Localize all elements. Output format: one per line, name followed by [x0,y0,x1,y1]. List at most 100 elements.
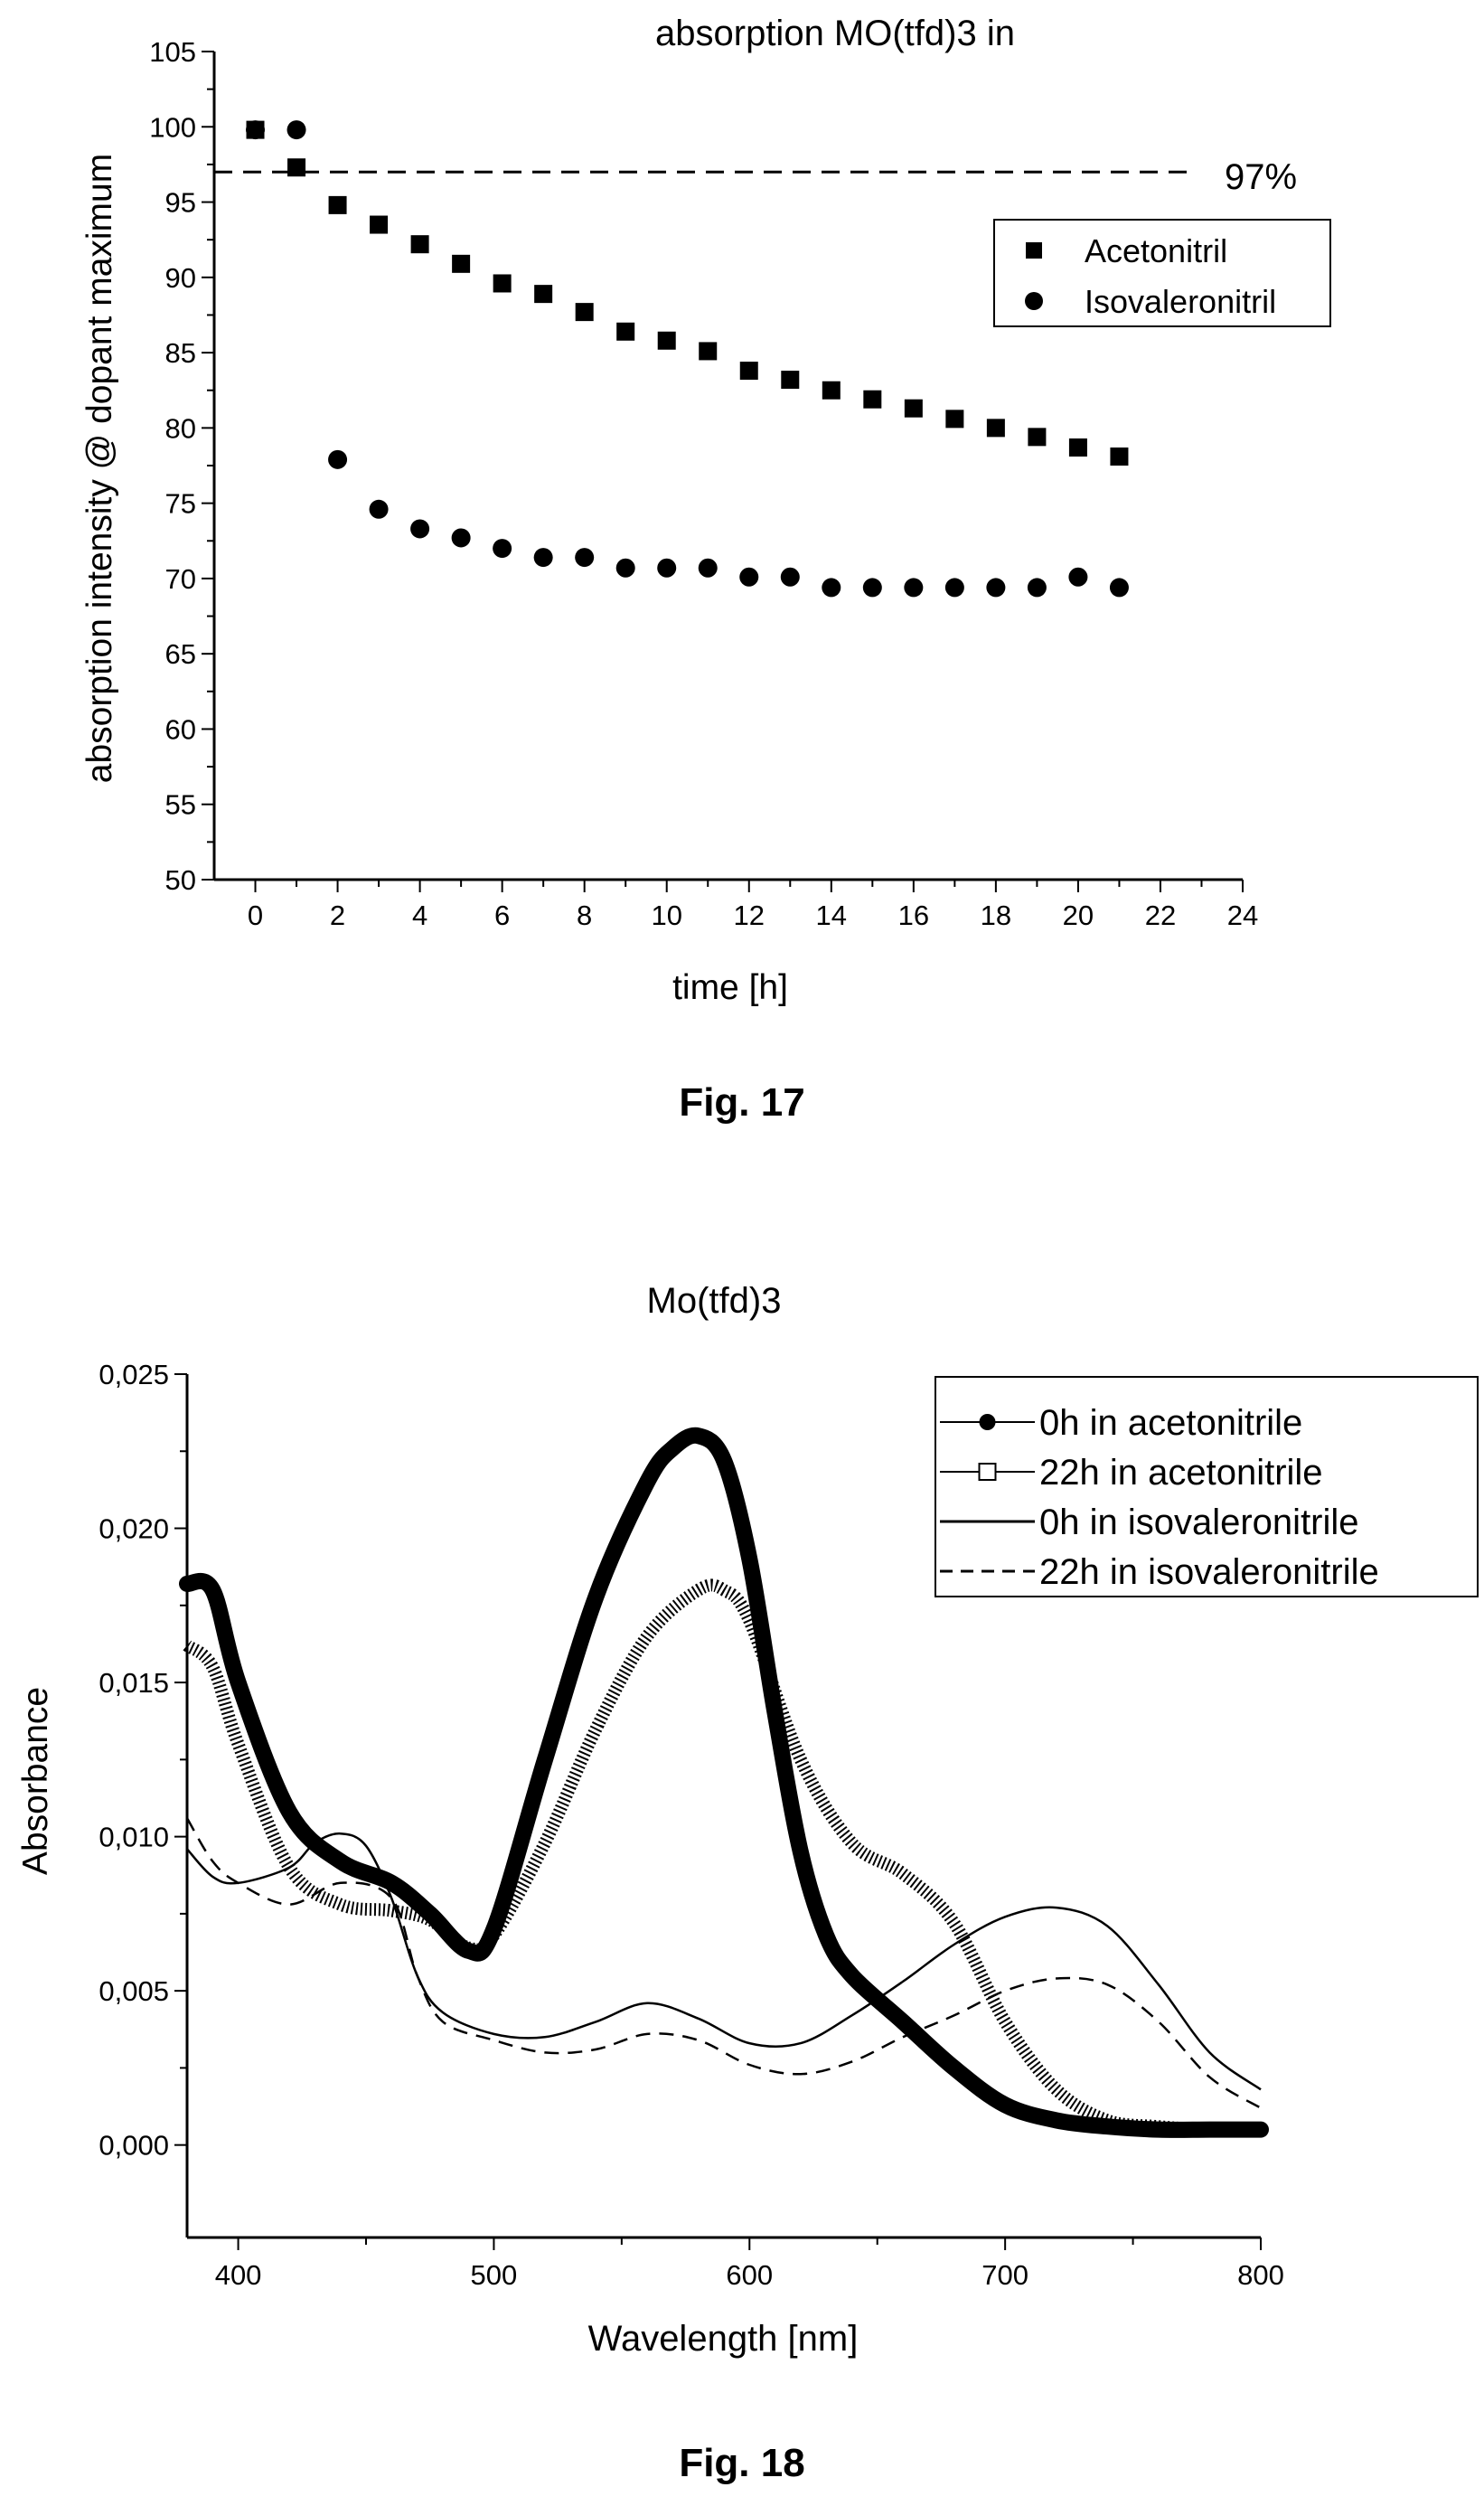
acetonitril-point [452,254,471,273]
x-tick-label: 22 [1145,900,1176,931]
y-tick-label: 0,025 [99,1359,169,1390]
acetonitril-point [1110,448,1129,466]
y-tick-label: 70 [165,563,196,595]
isovaleronitril-point [493,539,512,559]
isovaleronitril-point [862,578,882,598]
chart17-data-marks [246,120,1129,598]
chart18-axes [174,1373,1262,2250]
fig17-caption: Fig. 17 [679,1080,805,1125]
isovaleronitril-point [451,528,471,548]
isovaleronitril-point [1027,578,1047,598]
legend-label: 0h in isovaleronitrile [1039,1503,1359,1542]
acetonitril-point [493,274,512,293]
fig18-caption: Fig. 18 [679,2441,805,2485]
absorbance-spectrum-chart: Mo(tfd)3 Absorbance Wavelength [nm] 0,00… [16,1281,1479,2359]
isovaleronitril-point [822,578,841,598]
y-tick-label: 75 [165,488,196,520]
absorption-time-chart: absorption MO(tfd)3 in absorption intens… [80,14,1331,1007]
isovaleronitril-point [739,567,759,587]
acetonitril-point [287,158,306,177]
x-tick-label: 800 [1237,2259,1284,2291]
chart18-ylabel: Absorbance [16,1687,55,1875]
acetonitril-point [986,419,1005,438]
chart17-axes [202,51,1244,892]
isovaleronitril-point [698,558,718,578]
y-tick-label: 0,010 [99,1822,169,1853]
y-tick-label: 50 [165,864,196,896]
x-tick-label: 400 [215,2259,262,2291]
y-tick-label: 95 [165,187,196,219]
isovaleronitril-point [1068,567,1088,587]
y-tick-label: 105 [149,36,196,68]
isovaleronitril-point [944,578,964,598]
reference-line-label: 97% [1225,157,1297,197]
y-tick-label: 60 [165,713,196,745]
isovaleronitril-point [410,519,430,539]
isovaleronitril-point [533,548,553,568]
chart18-tick-labels: 0,000 0,005 0,010 0,015 0,020 0,025 400 500 600 7… [99,1359,1283,2291]
x-tick-label: 2 [330,900,345,931]
chart18-xlabel: Wavelength [nm] [588,2319,859,2359]
legend-box [993,219,1331,327]
legend-box [935,1376,1479,1597]
legend-label: 0h in acetonitrile [1039,1403,1302,1443]
acetonitril-point [328,195,347,214]
acetonitril-point [370,215,389,234]
chart18-legend: 0h in acetonitrile 22h in acetonitrile 0h … [935,1376,1479,1597]
chart18-data-marks [179,1427,1269,2138]
x-tick-label: 700 [982,2259,1028,2291]
y-tick-label: 80 [165,412,196,444]
legend-label: 22h in acetonitrile [1039,1453,1323,1493]
series-0h-acetonitrile [179,1427,1269,2138]
x-tick-label: 24 [1227,900,1258,931]
chart17-reference-line: 97% [214,157,1297,197]
x-tick-label: 18 [981,900,1011,931]
acetonitril-point [945,410,964,429]
acetonitril-point [781,371,800,390]
isovaleronitril-point [780,567,800,587]
legend-label: Acetonitril [1085,232,1227,269]
y-tick-label: 100 [149,111,196,143]
y-tick-label: 85 [165,337,196,369]
y-tick-label: 0,015 [99,1667,169,1699]
acetonitril-point [410,235,429,254]
x-tick-label: 0 [248,900,263,931]
legend-open-square-marker [978,1463,997,1481]
legend-filled-circle-marker [979,1414,996,1430]
x-tick-label: 14 [816,900,847,931]
y-tick-label: 0,000 [99,2130,169,2162]
acetonitril-point [575,303,594,322]
acetonitril-point [1068,438,1087,457]
acetonitril-point [904,399,923,418]
series-0h-isovaleronitrile [186,1832,1262,2091]
legend-square-marker [1026,242,1042,259]
isovaleronitril-point [328,449,348,469]
acetonitril-point [863,390,882,409]
y-tick-label: 90 [165,262,196,294]
acetonitril-point [616,322,635,341]
x-tick-label: 6 [494,900,510,931]
acetonitril-point [657,331,676,350]
x-tick-label: 8 [577,900,592,931]
x-tick-label: 16 [898,900,929,931]
isovaleronitril-point [575,548,595,568]
isovaleronitril-point [369,499,389,519]
series-22h-acetonitrile [183,1578,1262,2136]
isovaleronitril-point [615,558,635,578]
y-tick-label: 65 [165,638,196,670]
x-tick-label: 500 [471,2259,518,2291]
legend-circle-marker [1025,292,1043,310]
x-tick-label: 10 [651,900,681,931]
legend-label: Isovaleronitril [1085,283,1276,320]
chart17-xlabel: time [h] [672,968,788,1007]
isovaleronitril-point [1109,578,1129,598]
x-tick-label: 4 [412,900,427,931]
chart17-title: absorption MO(tfd)3 in [655,14,1015,53]
acetonitril-point [739,362,758,381]
isovaleronitril-point [657,558,677,578]
isovaleronitril-point [246,120,266,140]
isovaleronitril-point [904,578,924,598]
y-tick-label: 0,020 [99,1513,169,1545]
x-tick-label: 600 [726,2259,773,2291]
